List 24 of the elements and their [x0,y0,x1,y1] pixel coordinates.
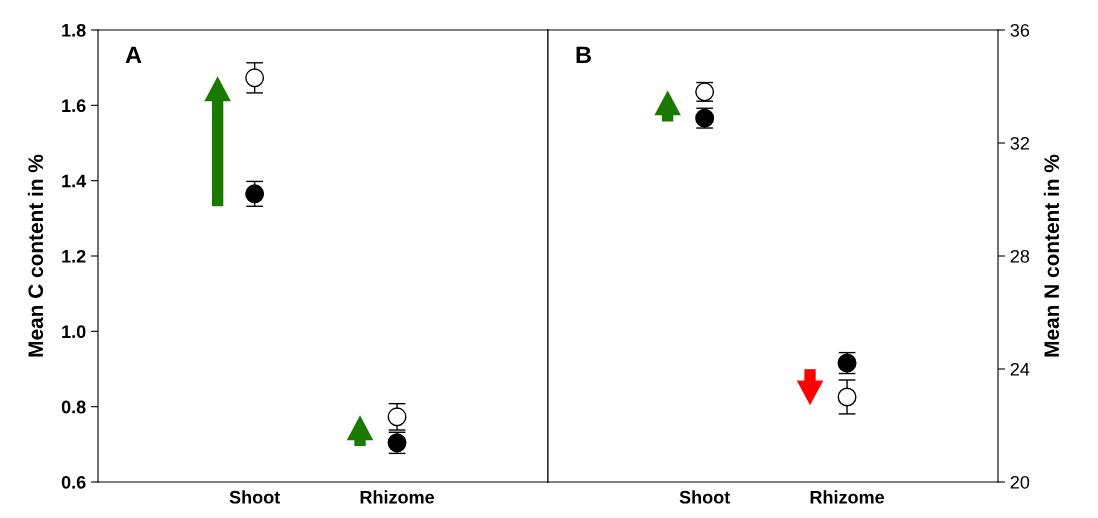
y-tick-label: 1.0 [62,325,86,339]
y-tick-label: 1.8 [62,23,86,37]
point [245,184,265,204]
point [837,387,857,407]
y-tick-label: 1.6 [62,99,86,113]
y2-tick-label: 32 [1010,136,1029,150]
y2-tick-label: 28 [1010,249,1030,263]
y2-tick-label: 36 [1010,23,1030,37]
y-tick-label: 0.8 [61,400,86,414]
y-tick-label: 1.2 [62,249,86,263]
y-tick-label: 1.4 [62,174,87,188]
x-tick-label: Shoot [679,490,730,504]
y2-tick-label: 20 [1010,475,1030,489]
y2-axis-title: Mean N content in % [1043,154,1060,357]
annotation: B [576,46,591,63]
y-axis-title: Mean C content in % [27,154,44,357]
annotation: A [125,46,142,63]
x-tick-label: Rhizome [810,490,885,504]
point [245,68,265,88]
y2-tick-label: 24 [1010,362,1030,376]
x-tick-label: Rhizome [360,490,435,504]
x-tick-label: Shoot [229,490,280,504]
point [387,407,407,427]
y-tick-label: 0.6 [61,475,86,489]
